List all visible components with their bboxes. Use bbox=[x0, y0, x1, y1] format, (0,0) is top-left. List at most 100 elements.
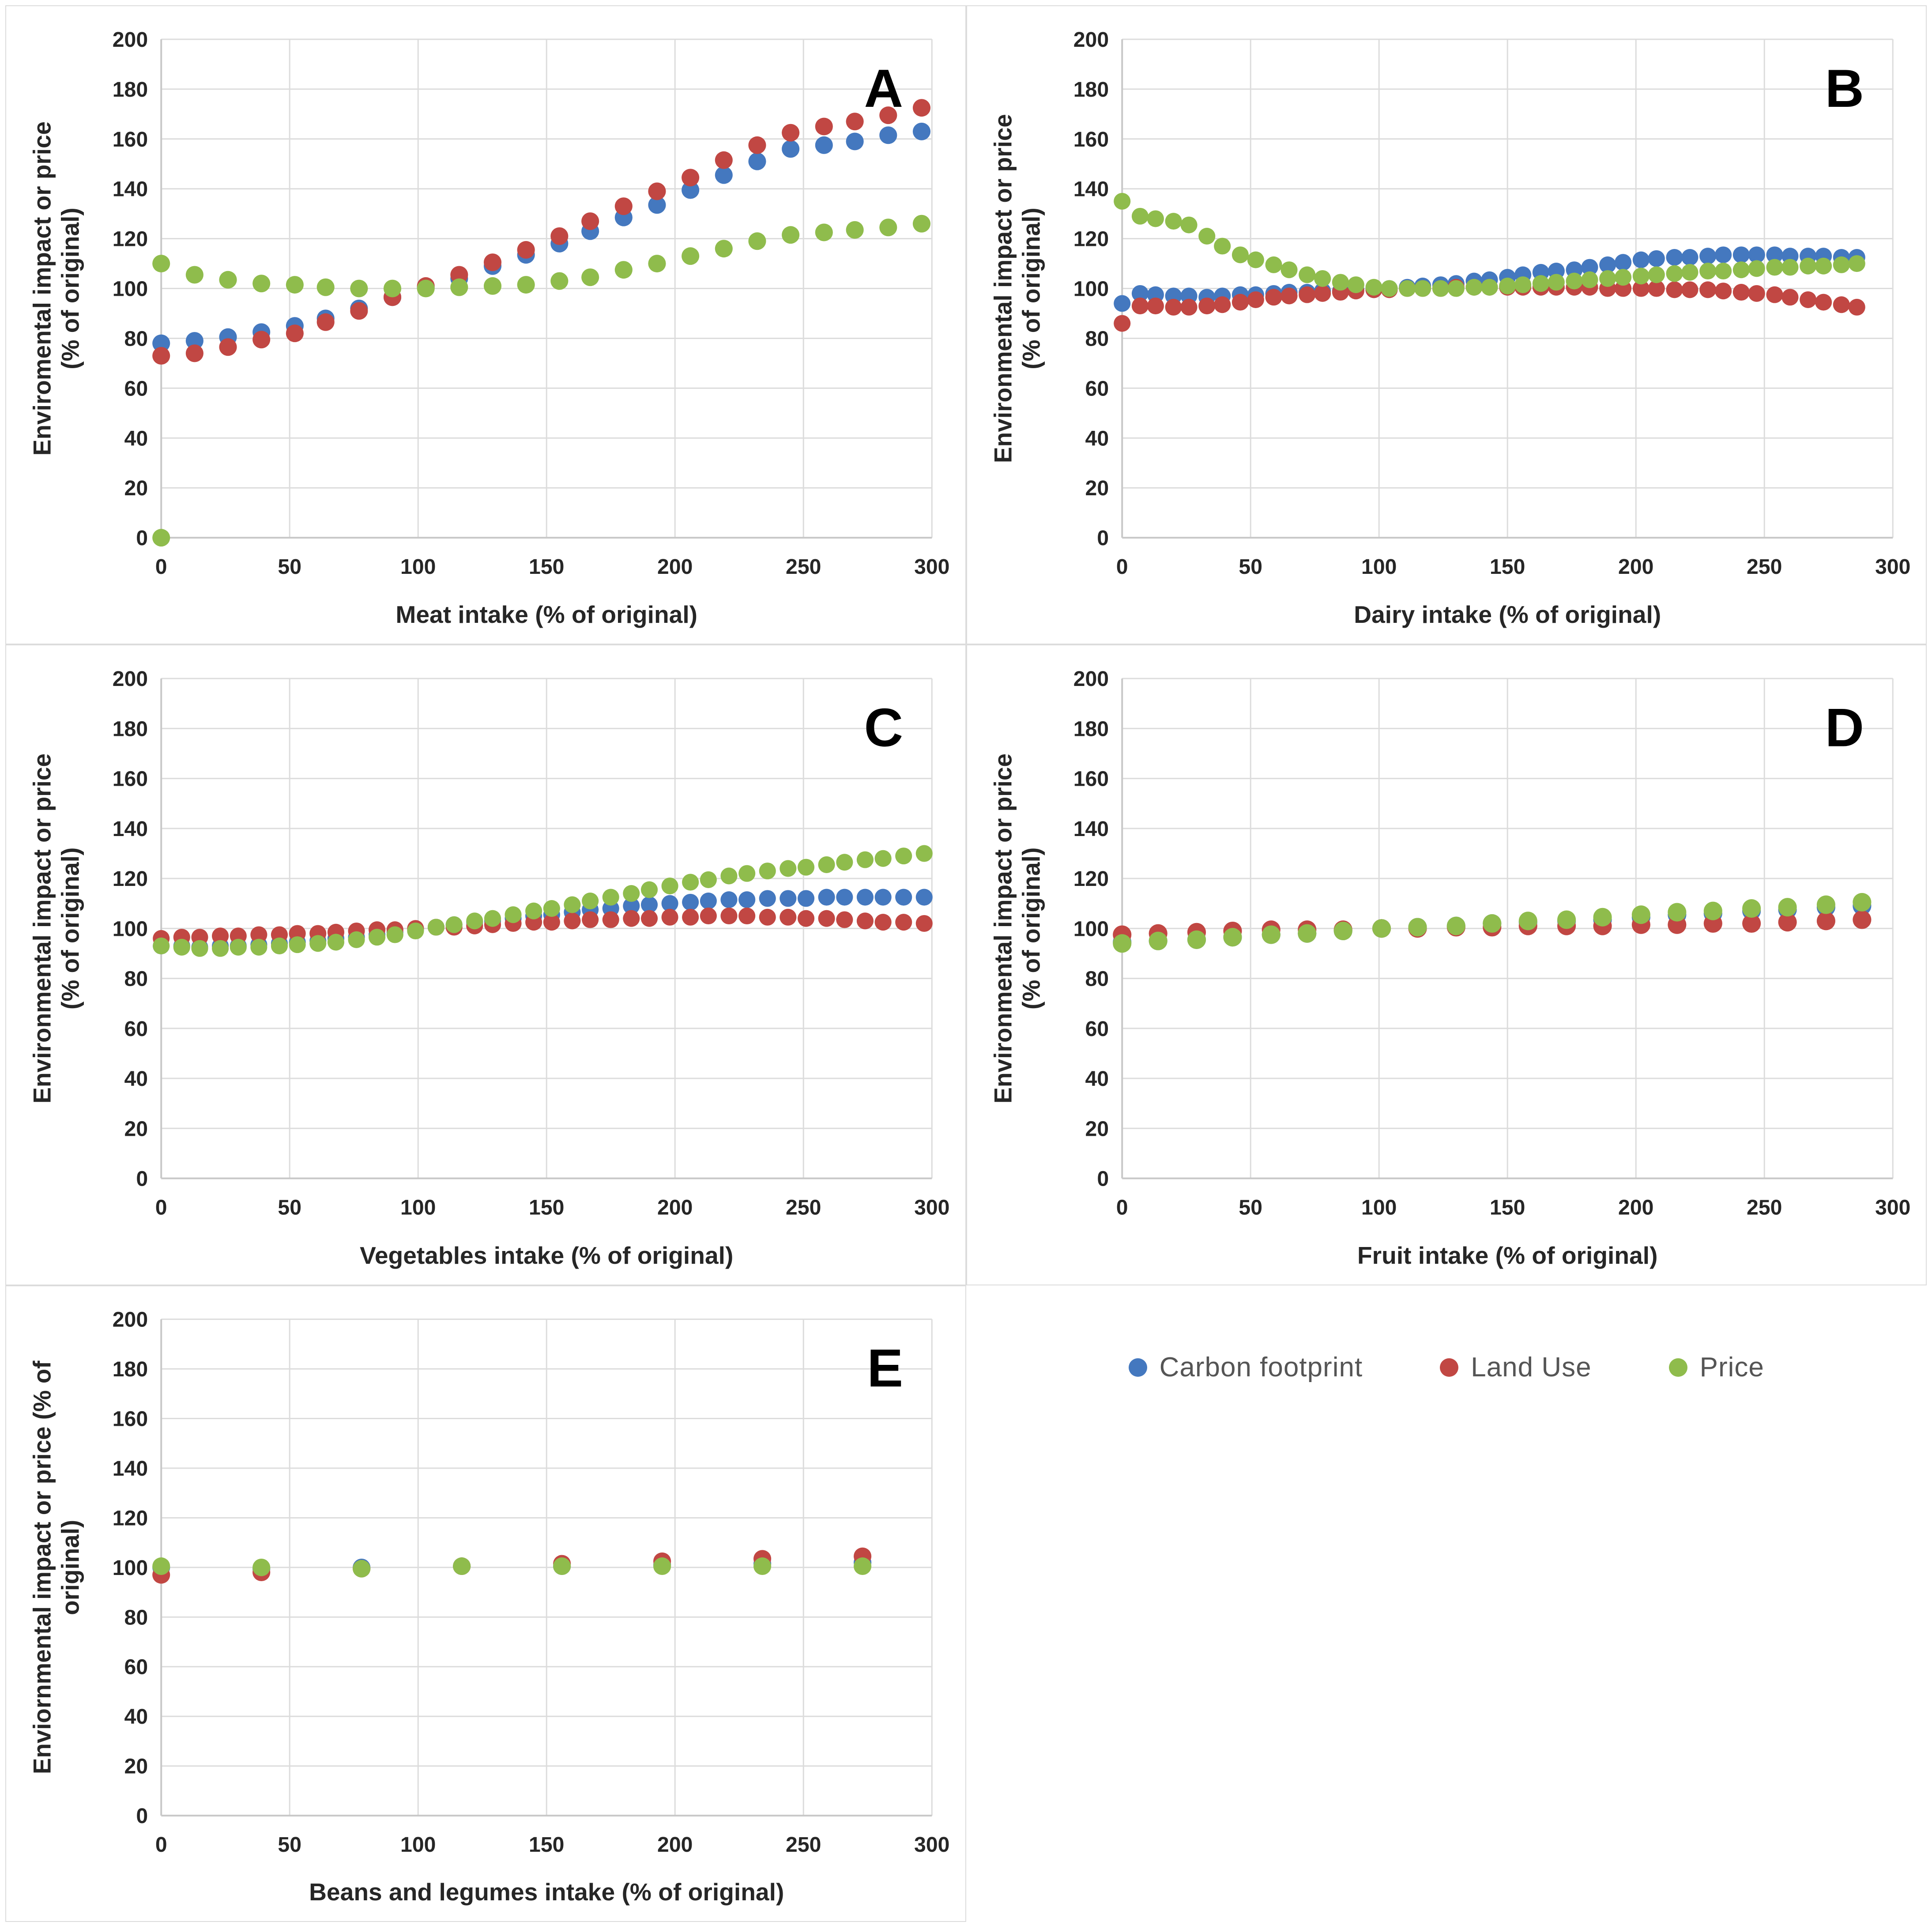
legend-item-price: Price bbox=[1668, 1352, 1764, 1383]
data-point bbox=[1732, 261, 1750, 279]
data-point bbox=[1852, 893, 1871, 912]
y-tick-label: 180 bbox=[113, 717, 148, 741]
y-tick-label: 40 bbox=[1085, 1067, 1109, 1091]
data-point bbox=[1165, 213, 1182, 230]
data-point bbox=[856, 912, 874, 930]
data-point bbox=[661, 878, 678, 895]
data-point bbox=[250, 926, 267, 943]
panel-letter: A bbox=[864, 58, 903, 118]
data-point bbox=[1681, 249, 1699, 266]
x-axis-title: Meat intake (% of original) bbox=[395, 601, 697, 628]
y-tick-label: 60 bbox=[124, 1656, 148, 1679]
y-tick-label: 160 bbox=[113, 128, 148, 151]
data-point bbox=[856, 889, 874, 906]
data-point bbox=[445, 916, 463, 933]
y-tick-label: 200 bbox=[113, 28, 148, 52]
data-point bbox=[846, 221, 864, 239]
series-price-points bbox=[152, 215, 931, 298]
data-point bbox=[879, 219, 897, 237]
data-point bbox=[856, 851, 874, 868]
data-point bbox=[1262, 925, 1280, 944]
panel-d: 0 20 40 60 80 100 120 140 160 180 200 0 50 100 150 200 2… bbox=[966, 644, 1927, 1285]
data-point bbox=[252, 1558, 271, 1576]
y-tick-label: 60 bbox=[124, 1017, 148, 1041]
y-tick-label: 20 bbox=[1085, 476, 1109, 500]
x-axis-title: Beans and legumes intake (% of original) bbox=[309, 1878, 784, 1906]
data-point bbox=[543, 914, 560, 931]
data-point bbox=[818, 889, 835, 906]
legend-label-price: Price bbox=[1699, 1352, 1764, 1383]
data-point bbox=[1446, 916, 1465, 935]
y-tick-label: 60 bbox=[124, 377, 148, 400]
data-point bbox=[1113, 315, 1130, 332]
y-tick-label: 180 bbox=[113, 78, 148, 102]
data-point bbox=[1742, 899, 1761, 918]
data-point bbox=[353, 1560, 371, 1578]
x-tick-label: 50 bbox=[278, 1196, 301, 1220]
y-tick-label: 0 bbox=[136, 526, 148, 550]
x-tick-label: 300 bbox=[914, 1833, 949, 1857]
data-point bbox=[879, 126, 897, 144]
chart-a-svg: 0 20 40 60 80 100 120 140 160 180 200 0 50 100 150 200 2… bbox=[28, 28, 950, 628]
panel-letter: D bbox=[1825, 697, 1864, 758]
data-point bbox=[759, 908, 776, 926]
data-point bbox=[912, 215, 931, 233]
data-point bbox=[682, 247, 700, 265]
y-tick-label: 140 bbox=[113, 817, 148, 841]
data-point bbox=[640, 910, 658, 927]
data-point bbox=[1648, 266, 1665, 283]
x-axis-tick-labels: 0 50 100 150 200 250 300 bbox=[1116, 1196, 1910, 1220]
y-tick-label: 120 bbox=[1073, 867, 1108, 891]
data-point bbox=[1232, 294, 1249, 311]
y-axis-title-line: (% of original) bbox=[1017, 848, 1045, 1010]
y-tick-label: 140 bbox=[113, 177, 148, 201]
data-point bbox=[1799, 291, 1816, 308]
data-point bbox=[1815, 294, 1832, 311]
data-point bbox=[623, 897, 640, 915]
y-tick-label: 60 bbox=[1085, 1017, 1109, 1041]
data-point bbox=[550, 227, 569, 245]
x-tick-label: 0 bbox=[155, 1833, 167, 1857]
data-point bbox=[1778, 913, 1797, 932]
data-point bbox=[1532, 275, 1549, 292]
data-point bbox=[895, 914, 912, 931]
data-point bbox=[327, 934, 345, 951]
x-axis-tick-labels: 0 50 100 150 200 250 300 bbox=[155, 555, 950, 579]
data-point bbox=[854, 1557, 872, 1575]
y-tick-label: 20 bbox=[124, 1755, 148, 1778]
data-point bbox=[682, 874, 699, 891]
data-point bbox=[1781, 289, 1799, 306]
series-price-points bbox=[1112, 893, 1871, 953]
y-axis-tick-labels: 0 20 40 60 80 100 120 140 160 180 200 bbox=[113, 667, 148, 1191]
data-point bbox=[1781, 259, 1799, 276]
data-point bbox=[450, 266, 468, 284]
data-point bbox=[1581, 271, 1598, 288]
data-point bbox=[1113, 192, 1130, 210]
data-point bbox=[581, 212, 599, 230]
x-axis-title: Vegetables intake (% of original) bbox=[360, 1242, 733, 1269]
data-point bbox=[895, 848, 912, 865]
data-point bbox=[1314, 270, 1331, 287]
x-tick-label: 50 bbox=[278, 555, 301, 579]
data-point bbox=[152, 1557, 170, 1575]
data-point bbox=[316, 313, 335, 331]
data-point bbox=[602, 911, 619, 928]
data-point bbox=[191, 940, 208, 957]
data-point bbox=[316, 278, 335, 296]
y-tick-label: 120 bbox=[113, 227, 148, 251]
data-point bbox=[1766, 259, 1783, 276]
data-point bbox=[1223, 928, 1242, 947]
data-point bbox=[564, 896, 581, 913]
x-tick-label: 0 bbox=[1116, 1196, 1128, 1220]
x-tick-label: 300 bbox=[914, 1196, 949, 1220]
x-tick-label: 150 bbox=[1490, 1196, 1525, 1220]
data-point bbox=[1766, 246, 1783, 264]
data-point bbox=[748, 232, 766, 250]
x-tick-label: 0 bbox=[155, 1196, 167, 1220]
y-axis-title-line: original) bbox=[56, 1520, 84, 1615]
y-tick-label: 100 bbox=[113, 1556, 148, 1580]
data-point bbox=[1314, 285, 1331, 302]
series-land-use-points bbox=[153, 907, 933, 947]
x-tick-label: 200 bbox=[1618, 1196, 1653, 1220]
y-axis-title-line: (% of original) bbox=[56, 207, 84, 369]
